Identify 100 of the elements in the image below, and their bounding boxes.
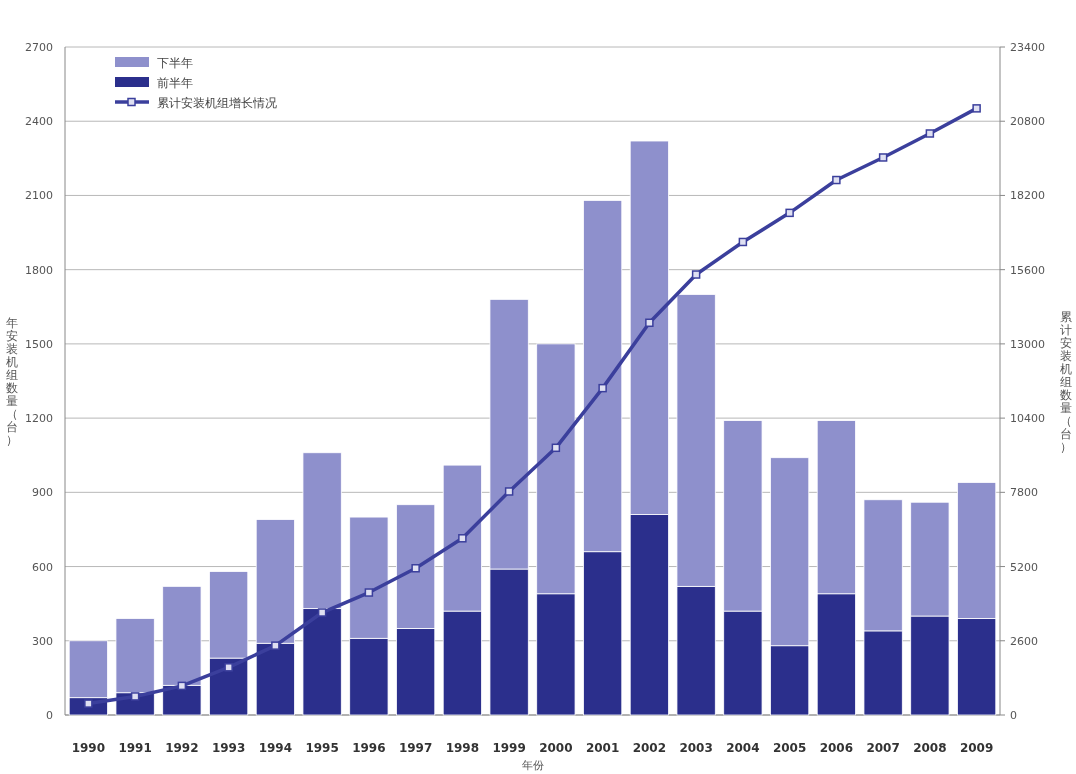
point — [130, 692, 140, 701]
x-tick-label: 2001 — [585, 741, 620, 755]
bar — [910, 615, 950, 716]
point — [598, 383, 607, 393]
bar — [957, 482, 997, 619]
bar — [770, 645, 810, 716]
bar — [162, 585, 202, 686]
point — [224, 663, 233, 672]
point — [84, 699, 93, 708]
point — [925, 129, 935, 138]
bar — [68, 640, 108, 699]
y2-tick-label: 0 — [1010, 709, 1017, 722]
bar — [302, 608, 342, 716]
text: 累计安装机组数量（台） — [1060, 309, 1072, 454]
bar — [723, 420, 763, 612]
x-tick-label: 1995 — [305, 741, 339, 755]
y2-tick-label: 18200 — [1010, 189, 1045, 203]
y2-tick-label: 7800 — [1010, 486, 1038, 500]
bar — [863, 499, 903, 632]
x-tick-label: 1997 — [398, 741, 433, 755]
legend-label: 累计安装机组增长情况 — [157, 96, 277, 110]
x-tick-label: 2007 — [866, 741, 900, 755]
x-tick-label: 1993 — [211, 741, 246, 755]
x-tick-label: 1991 — [118, 741, 152, 755]
legend-label: 前半年 — [157, 76, 193, 90]
bar — [583, 199, 623, 553]
y-tick-label: 900 — [32, 486, 53, 500]
point — [411, 564, 420, 573]
bar — [536, 593, 576, 716]
x-tick-label: 1990 — [71, 741, 106, 755]
bar — [629, 514, 669, 716]
bar — [536, 343, 576, 595]
x-tick-label: 1996 — [352, 741, 386, 755]
x-tick-label: 2008 — [913, 741, 947, 755]
bar — [162, 684, 202, 716]
bar — [396, 628, 436, 716]
point — [177, 681, 187, 691]
y-tick-label: 2400 — [25, 115, 53, 129]
y-tick-label: 1800 — [25, 263, 53, 277]
x-tick-label: 1992 — [165, 741, 199, 755]
x-tick-label: 2000 — [539, 741, 573, 755]
bar — [442, 464, 482, 612]
bar — [209, 571, 249, 659]
y-tick-label: 300 — [32, 634, 53, 648]
x-tick-label: 2002 — [632, 741, 667, 755]
point — [691, 270, 701, 279]
bar — [255, 519, 295, 644]
bar — [349, 637, 389, 716]
bar — [396, 504, 436, 629]
bar — [629, 140, 669, 515]
x-tick-label: 1994 — [258, 741, 293, 755]
point — [504, 487, 514, 496]
y2-tick-label: 15600 — [1010, 263, 1045, 277]
bar — [115, 618, 155, 694]
y-tick-label: 1200 — [25, 412, 53, 426]
bar — [723, 610, 763, 716]
x-axis-title: 年份 — [521, 759, 544, 772]
bar — [957, 618, 997, 716]
bar — [770, 457, 810, 647]
bar — [489, 298, 529, 570]
bar — [442, 610, 482, 716]
y2-tick-label: 13000 — [1010, 337, 1045, 351]
legend-label: 下半年 — [157, 56, 193, 70]
x-tick-label: 2003 — [679, 741, 713, 755]
bar — [209, 657, 249, 716]
bar — [489, 568, 529, 716]
x-tick-label: 1999 — [492, 741, 526, 755]
point — [317, 608, 327, 617]
bar — [816, 420, 856, 595]
point — [785, 208, 794, 218]
point — [364, 588, 374, 597]
point — [271, 641, 280, 650]
point — [551, 443, 561, 453]
x-tick-label: 2004 — [726, 741, 760, 755]
bar — [676, 585, 716, 716]
y2-tick-label: 20800 — [1010, 115, 1045, 129]
bar — [816, 593, 856, 716]
y2-tick-label: 23400 — [1010, 41, 1045, 54]
y-tick-label: 2100 — [25, 189, 53, 203]
y2-tick-label: 2600 — [1010, 634, 1038, 648]
bar — [255, 642, 295, 716]
y-tick-label: 1500 — [25, 337, 53, 351]
x-tick-label: 2009 — [959, 741, 994, 755]
bar — [676, 294, 716, 587]
y2-tick-label: 10400 — [1010, 412, 1045, 426]
bar — [863, 630, 903, 716]
point — [458, 534, 467, 543]
point — [738, 237, 748, 247]
point — [832, 175, 841, 185]
y-tick-label: 0 — [46, 709, 53, 722]
y-tick-label: 2700 — [25, 41, 53, 54]
bar — [302, 452, 342, 610]
bar — [349, 516, 389, 639]
bar — [910, 501, 950, 617]
point — [972, 104, 981, 113]
y2-tick-label: 5200 — [1010, 560, 1038, 574]
y-tick-label: 600 — [32, 560, 53, 574]
x-tick-label: 1998 — [445, 741, 480, 755]
point — [878, 153, 888, 162]
text: 年安装机组数量（台） — [6, 316, 18, 447]
